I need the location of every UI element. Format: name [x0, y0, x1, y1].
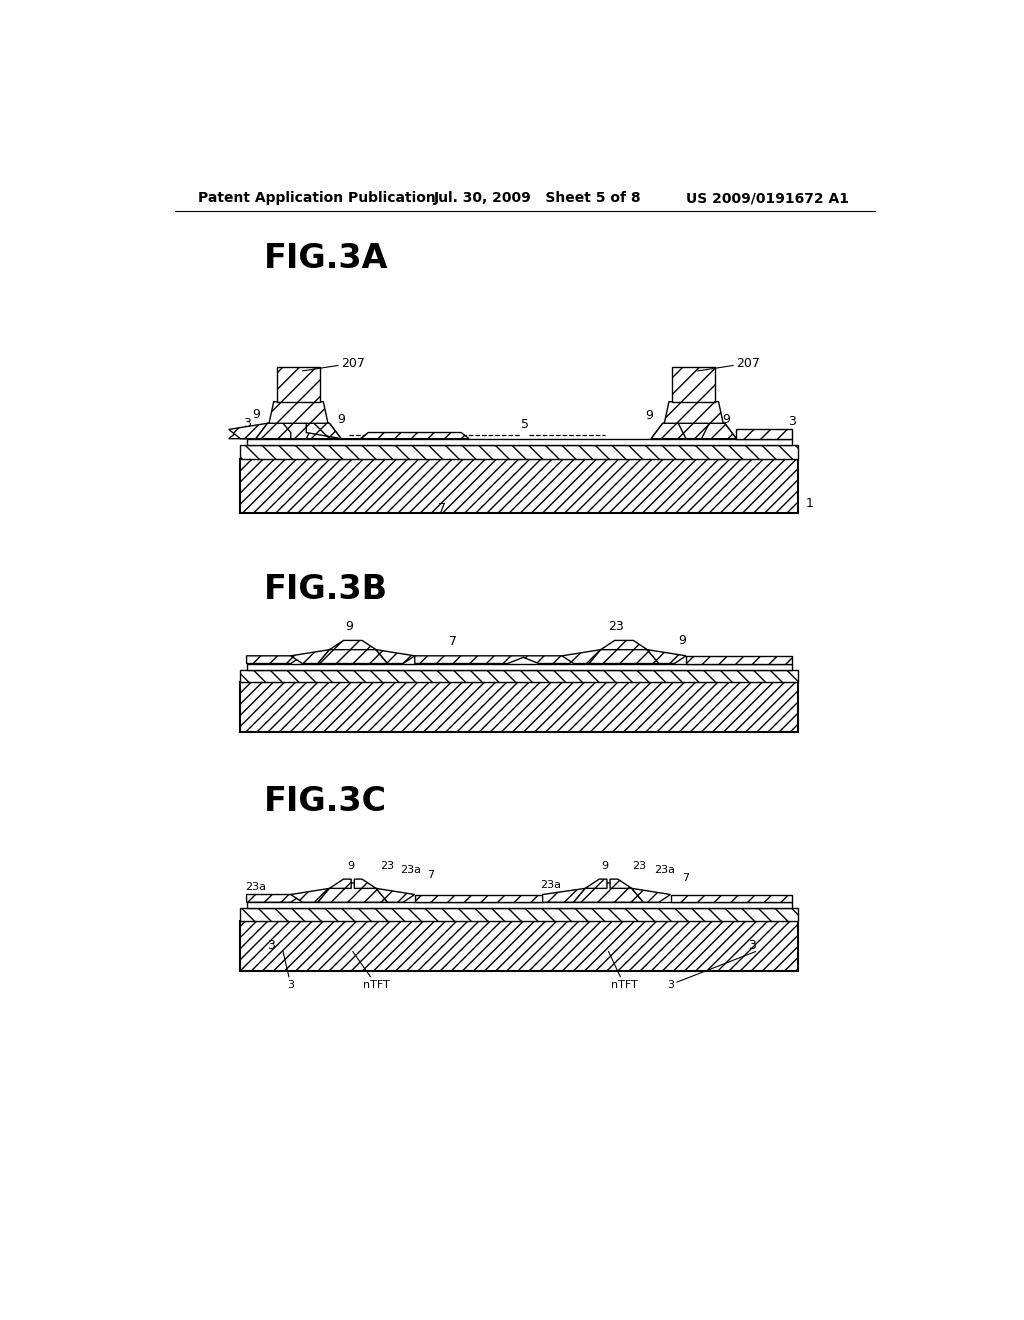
Polygon shape — [247, 895, 302, 903]
Polygon shape — [562, 649, 601, 664]
Text: Patent Application Publication: Patent Application Publication — [198, 191, 435, 206]
Text: 1: 1 — [806, 496, 814, 510]
Polygon shape — [241, 459, 799, 512]
Text: 9: 9 — [345, 620, 353, 634]
Polygon shape — [376, 649, 415, 664]
Polygon shape — [247, 656, 302, 664]
Polygon shape — [671, 895, 793, 903]
Text: FIG.3B: FIG.3B — [263, 573, 388, 606]
Text: FIG.3A: FIG.3A — [263, 242, 388, 275]
Polygon shape — [573, 883, 643, 903]
Text: 23a: 23a — [540, 880, 561, 890]
Polygon shape — [330, 640, 376, 649]
Text: 9: 9 — [722, 413, 730, 426]
Text: 7: 7 — [427, 870, 434, 880]
Polygon shape — [241, 669, 799, 682]
Text: 9: 9 — [601, 861, 608, 871]
Polygon shape — [306, 424, 469, 438]
Polygon shape — [647, 649, 686, 664]
Polygon shape — [686, 656, 793, 664]
Polygon shape — [376, 888, 415, 903]
Polygon shape — [317, 883, 388, 903]
Polygon shape — [736, 429, 793, 438]
Polygon shape — [276, 367, 321, 401]
Text: 3: 3 — [243, 417, 251, 430]
Text: 23: 23 — [608, 620, 624, 634]
Text: 7: 7 — [682, 873, 689, 883]
Polygon shape — [247, 438, 793, 445]
Polygon shape — [256, 424, 291, 438]
Polygon shape — [317, 644, 388, 664]
Polygon shape — [291, 649, 330, 664]
Polygon shape — [586, 879, 607, 888]
Polygon shape — [291, 888, 330, 903]
Text: 9: 9 — [337, 413, 345, 426]
Polygon shape — [415, 895, 543, 903]
Text: Jul. 30, 2009   Sheet 5 of 8: Jul. 30, 2009 Sheet 5 of 8 — [434, 191, 642, 206]
Text: 3: 3 — [667, 952, 756, 990]
Polygon shape — [632, 888, 671, 903]
Text: nTFT: nTFT — [608, 952, 637, 990]
Polygon shape — [241, 921, 799, 970]
Polygon shape — [589, 644, 658, 664]
Text: 7: 7 — [438, 502, 445, 515]
Polygon shape — [354, 879, 376, 888]
Text: 3: 3 — [748, 939, 756, 952]
Text: 23: 23 — [633, 861, 646, 871]
Polygon shape — [543, 888, 586, 903]
Polygon shape — [241, 908, 799, 921]
Text: US 2009/0191672 A1: US 2009/0191672 A1 — [686, 191, 849, 206]
Text: 207: 207 — [302, 356, 365, 371]
Text: 9: 9 — [645, 409, 652, 422]
Text: 7: 7 — [450, 635, 458, 648]
Polygon shape — [701, 424, 736, 438]
Polygon shape — [415, 656, 578, 664]
Text: 9: 9 — [347, 861, 354, 871]
Polygon shape — [651, 424, 686, 438]
Text: 23: 23 — [381, 861, 394, 871]
Text: 9: 9 — [252, 408, 260, 421]
Polygon shape — [306, 424, 341, 438]
Polygon shape — [228, 424, 267, 438]
Text: 23a: 23a — [246, 882, 266, 892]
Text: 3: 3 — [283, 952, 294, 990]
Text: FIG.3C: FIG.3C — [263, 785, 387, 818]
Polygon shape — [610, 879, 632, 888]
Text: 23a: 23a — [653, 865, 675, 875]
Polygon shape — [241, 682, 799, 733]
Text: 3: 3 — [267, 939, 275, 952]
Polygon shape — [651, 424, 736, 438]
Text: 23a: 23a — [400, 865, 421, 875]
Polygon shape — [228, 429, 247, 438]
Polygon shape — [247, 664, 793, 669]
Polygon shape — [241, 445, 799, 459]
Text: 5: 5 — [521, 418, 528, 432]
Text: 3: 3 — [788, 416, 796, 428]
Polygon shape — [247, 903, 793, 908]
Polygon shape — [256, 424, 341, 438]
Text: nTFT: nTFT — [352, 952, 389, 990]
Polygon shape — [665, 401, 723, 424]
Polygon shape — [269, 401, 328, 424]
Polygon shape — [601, 640, 647, 649]
Polygon shape — [330, 879, 351, 888]
Text: 9: 9 — [678, 634, 686, 647]
Polygon shape — [672, 367, 716, 401]
Text: 207: 207 — [697, 356, 760, 371]
